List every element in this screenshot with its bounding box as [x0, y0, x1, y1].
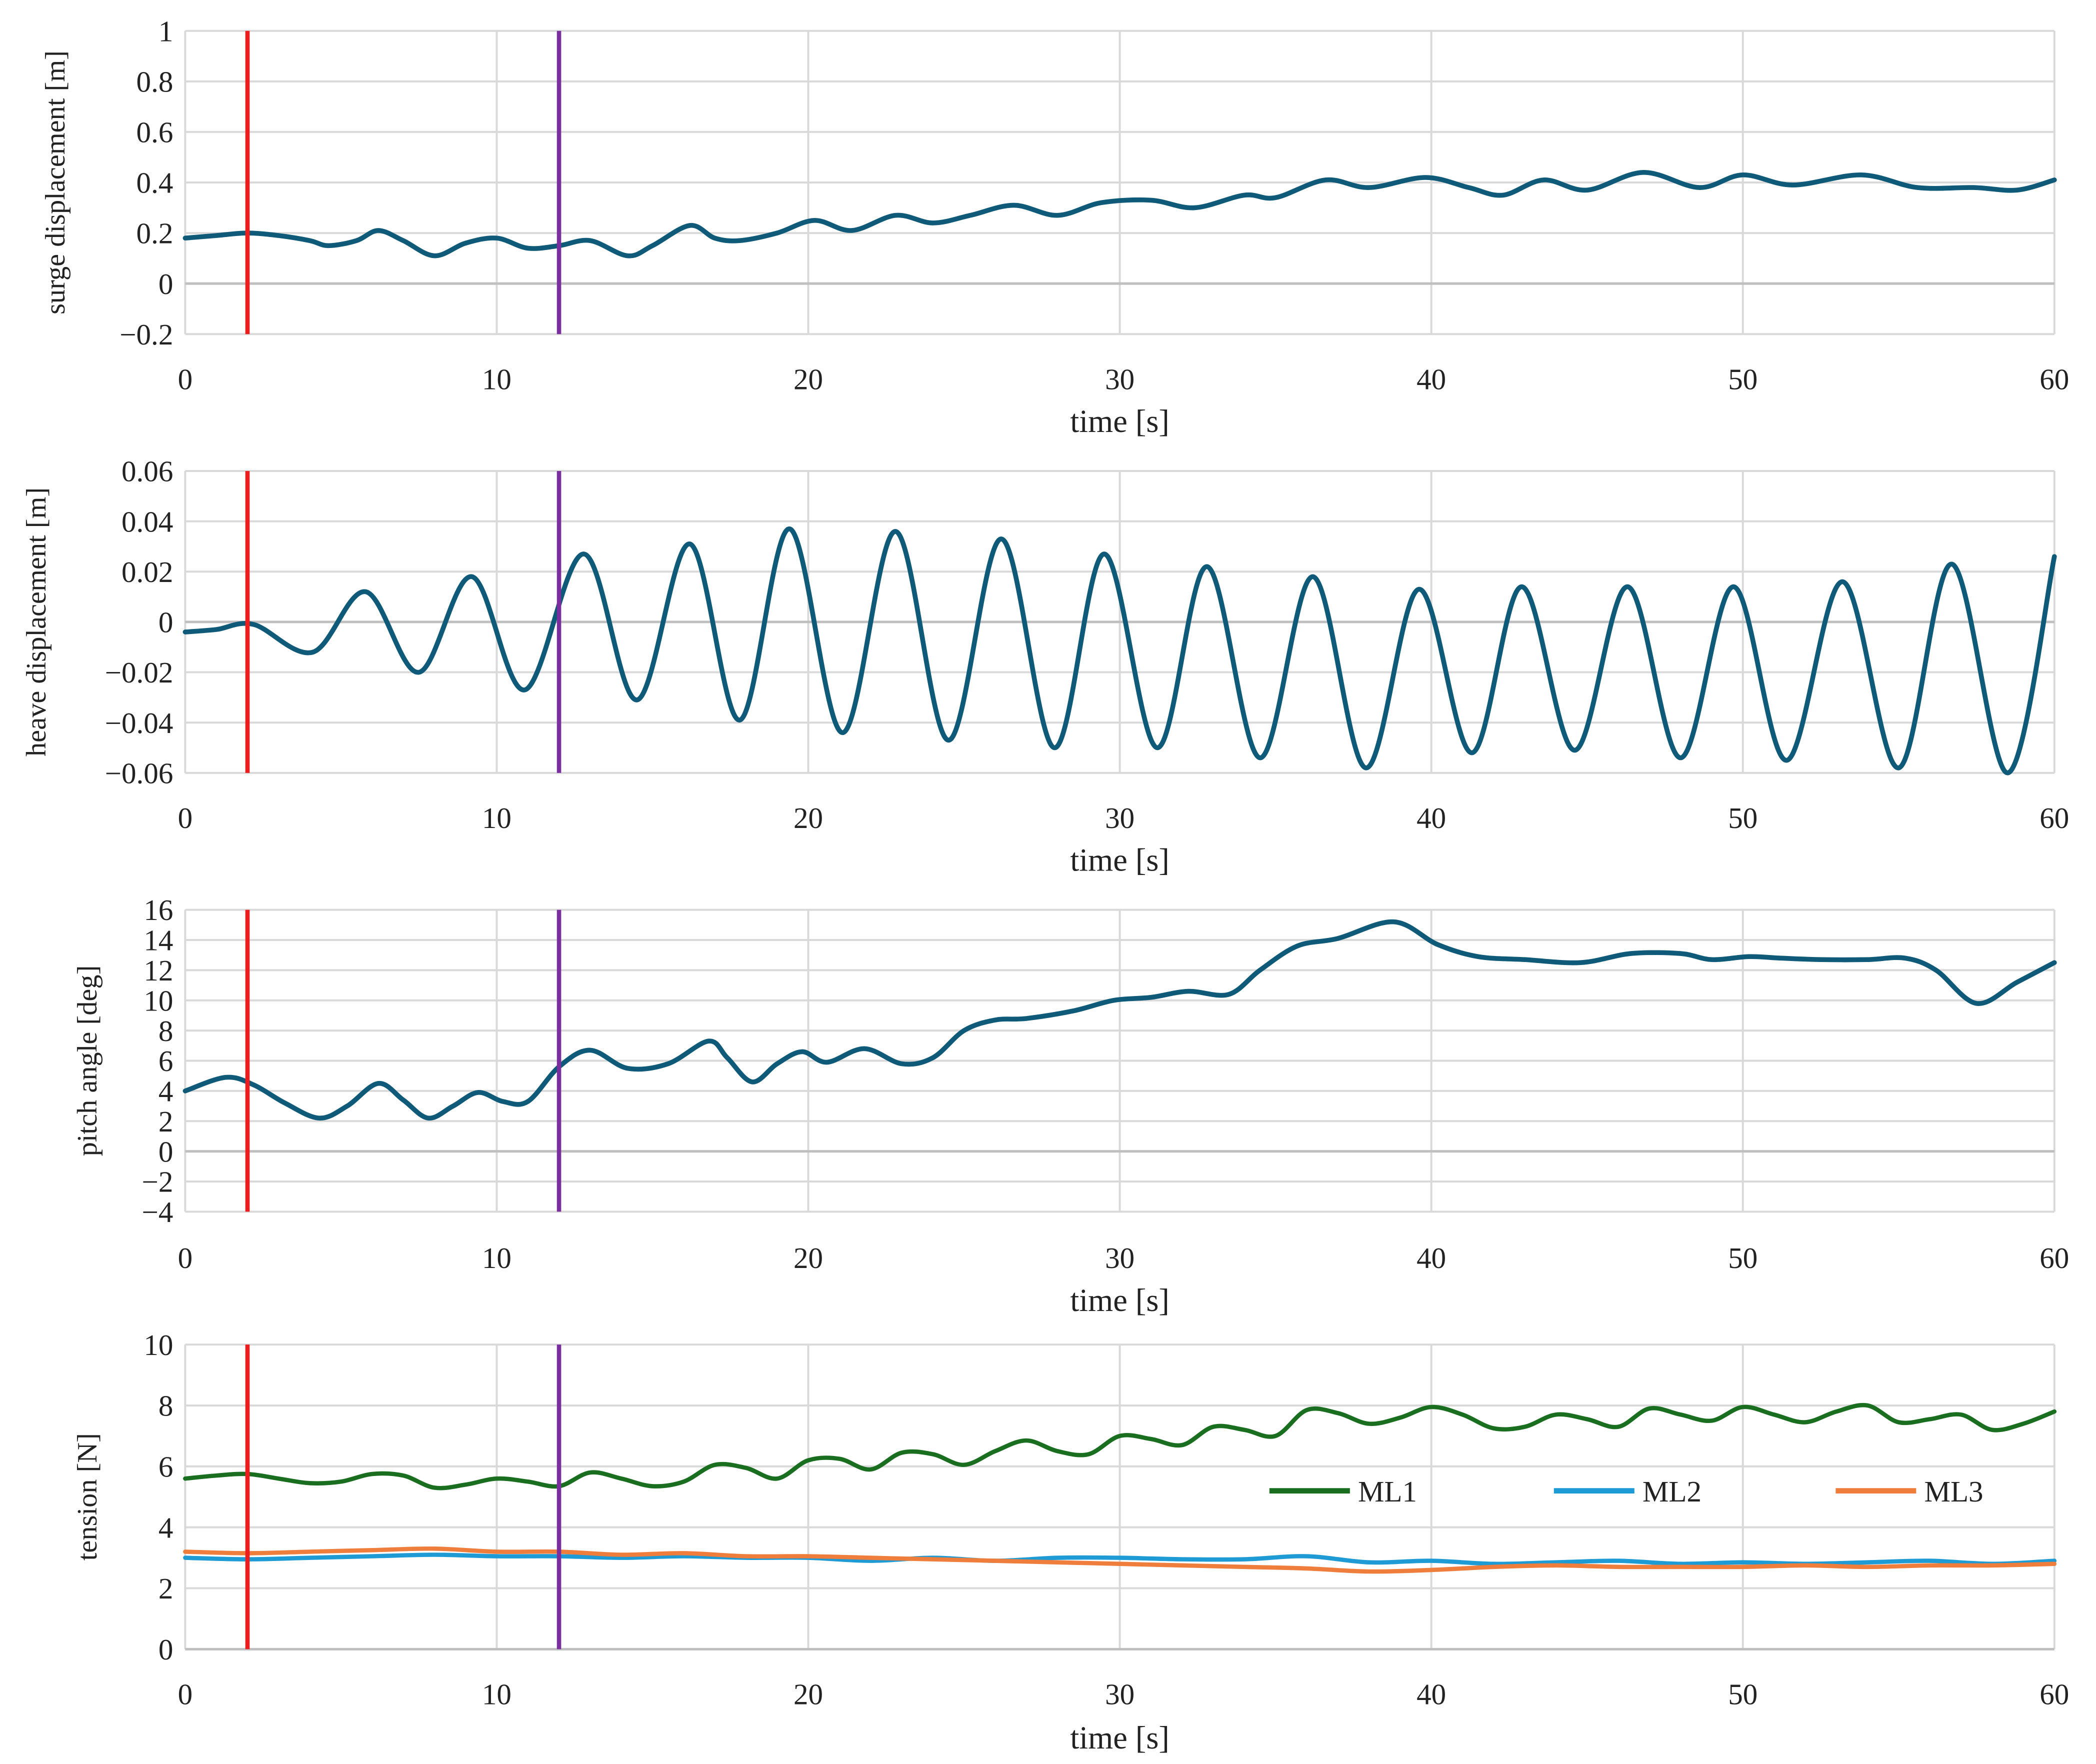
- x-tick-label: 10: [482, 362, 512, 396]
- x-axis-label: time [s]: [1070, 1282, 1170, 1318]
- chart-panel-2: 0 10 20 30 40 50 60 −0.06 −0.04 −0.02 0 0.02 0.04 0.0…: [21, 455, 2069, 878]
- x-tick-label: 20: [794, 1242, 823, 1274]
- y-tick-label: 0: [158, 606, 174, 639]
- y-tick-label: 0.06: [122, 455, 173, 488]
- chart-panel-4: 0 10 20 30 40 50 60 0 2 4 6 8 10 time [s] tension [N] M…: [72, 1328, 2069, 1756]
- x-tick-label: 50: [1728, 362, 1758, 396]
- y-tick-label: 8: [158, 1390, 174, 1422]
- y-tick-label: 14: [144, 924, 173, 957]
- y-tick-label: −0.04: [105, 706, 174, 740]
- legend-label: ML1: [1358, 1475, 1417, 1508]
- x-tick-label: 0: [178, 362, 193, 396]
- y-tick-label: 4: [158, 1075, 174, 1108]
- x-tick-label: 50: [1728, 802, 1758, 834]
- x-tick-label: 60: [2040, 802, 2069, 834]
- series-line-pitch: [182, 919, 2057, 1121]
- y-axis-label: heave displacement [m]: [21, 488, 52, 756]
- y-tick-label: −2: [142, 1166, 174, 1198]
- legend-item-ml3: ML3: [1836, 1475, 1984, 1508]
- x-tick-label: 0: [178, 1678, 193, 1710]
- legend-label: ML2: [1642, 1475, 1702, 1508]
- x-tick-label: 30: [1105, 1242, 1134, 1274]
- y-tick-label: 6: [158, 1450, 174, 1483]
- x-tick-label: 60: [2040, 1242, 2069, 1274]
- x-tick-label: 60: [2040, 362, 2069, 396]
- x-tick-label: 40: [1416, 1242, 1446, 1274]
- y-tick-label: 0: [158, 1135, 174, 1168]
- x-tick-label: 60: [2040, 1678, 2069, 1710]
- y-axis-label: pitch angle [deg]: [72, 966, 103, 1156]
- series-line-ml2: [183, 1552, 2057, 1566]
- y-tick-label: 8: [158, 1014, 174, 1048]
- x-tick-label: 20: [794, 362, 823, 396]
- y-axis-label: surge displacement [m]: [40, 50, 71, 314]
- y-tick-label: 16: [144, 894, 173, 926]
- x-tick-label: 30: [1105, 1678, 1134, 1710]
- series-line-ml1: [183, 1402, 2057, 1490]
- y-tick-label: −0.2: [120, 318, 173, 351]
- x-tick-label: 50: [1728, 1242, 1758, 1274]
- x-tick-label: 10: [482, 802, 512, 834]
- y-tick-label: 0.04: [122, 505, 173, 538]
- x-tick-label: 30: [1105, 362, 1134, 396]
- x-tick-label: 30: [1105, 802, 1134, 834]
- x-tick-label: 40: [1416, 1678, 1446, 1710]
- y-tick-label: 0.02: [122, 556, 173, 588]
- x-tick-label: 10: [482, 1678, 512, 1710]
- y-tick-label: −0.02: [105, 656, 174, 689]
- y-tick-label: 0: [158, 1633, 174, 1666]
- y-tick-label: 6: [158, 1044, 174, 1078]
- y-tick-label: 0.8: [136, 65, 174, 98]
- series-line-heave: [182, 526, 2057, 776]
- y-tick-label: 4: [158, 1511, 174, 1544]
- x-tick-label: 10: [482, 1242, 512, 1274]
- legend-item-ml2: ML2: [1554, 1475, 1702, 1508]
- x-tick-label: 40: [1416, 802, 1446, 834]
- y-tick-label: −4: [142, 1196, 174, 1228]
- x-tick-label: 0: [178, 1242, 193, 1274]
- y-tick-label: 12: [144, 954, 173, 987]
- series-line-ml3: [183, 1546, 2057, 1574]
- x-tick-label: 40: [1416, 362, 1446, 396]
- y-tick-label: 2: [158, 1572, 174, 1605]
- y-tick-label: −0.06: [105, 756, 174, 790]
- y-tick-label: 10: [144, 1328, 173, 1362]
- y-tick-label: 0: [158, 268, 174, 300]
- y-tick-label: 1: [158, 14, 174, 48]
- x-axis-label: time [s]: [1070, 404, 1170, 439]
- x-tick-label: 50: [1728, 1678, 1758, 1710]
- x-axis-label: time [s]: [1070, 842, 1170, 878]
- y-tick-label: 10: [144, 984, 173, 1017]
- x-tick-label: 0: [178, 802, 193, 834]
- series-line-surge: [182, 170, 2057, 258]
- x-tick-label: 20: [794, 1678, 823, 1710]
- legend-label: ML3: [1924, 1475, 1983, 1508]
- x-tick-label: 20: [794, 802, 823, 834]
- y-axis-label: tension [N]: [72, 1433, 103, 1560]
- y-tick-label: 2: [158, 1105, 174, 1138]
- y-tick-label: 0.4: [136, 166, 174, 200]
- y-tick-label: 0.2: [136, 217, 174, 250]
- legend-item-ml1: ML1: [1269, 1475, 1417, 1508]
- y-tick-label: 0.6: [136, 116, 174, 149]
- x-axis-label: time [s]: [1070, 1720, 1170, 1756]
